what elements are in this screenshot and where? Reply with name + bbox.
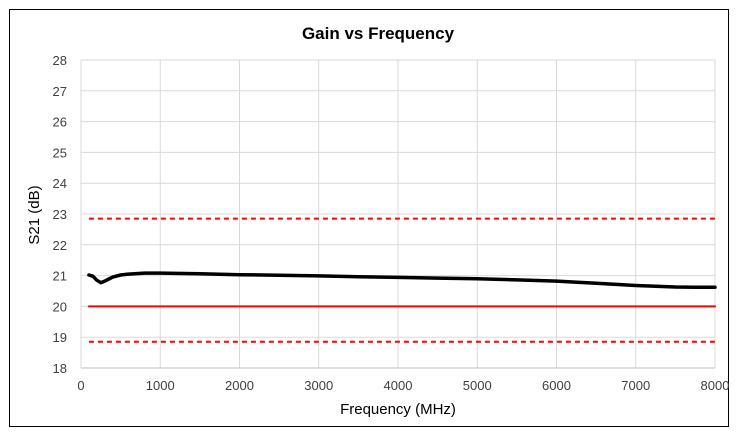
y-tick-label: 28	[53, 53, 67, 68]
y-tick-label: 19	[53, 330, 67, 345]
series-group	[87, 217, 717, 343]
tick-labels: 0 1000 2000 3000 4000 5000 6000 7000 8000 18 19 20 2…	[53, 53, 730, 393]
y-tick-label: 26	[53, 115, 67, 130]
x-tick-label: 1000	[146, 378, 175, 393]
grid	[80, 59, 716, 369]
y-tick-label: 20	[53, 299, 67, 314]
y-axis-label: S21 (dB)	[26, 185, 43, 244]
x-tick-label: 7000	[621, 378, 650, 393]
x-tick-label: 3000	[304, 378, 333, 393]
y-tick-label: 24	[53, 176, 67, 191]
y-tick-label: 23	[53, 207, 67, 222]
x-tick-label: 5000	[463, 378, 492, 393]
s21-gain-line	[87, 271, 717, 290]
y-tick-label: 25	[53, 145, 67, 160]
x-tick-label: 4000	[384, 378, 413, 393]
y-tick-label: 18	[53, 361, 67, 376]
x-tick-label: 2000	[225, 378, 254, 393]
y-tick-label: 21	[53, 269, 67, 284]
x-tick-label: 6000	[542, 378, 571, 393]
chart-title: Gain vs Frequency	[302, 24, 455, 43]
y-tick-label: 22	[53, 238, 67, 253]
x-axis-label: Frequency (MHz)	[340, 401, 456, 418]
y-tick-label: 27	[53, 84, 67, 99]
x-tick-label: 0	[77, 378, 84, 393]
x-tick-label: 8000	[701, 378, 730, 393]
